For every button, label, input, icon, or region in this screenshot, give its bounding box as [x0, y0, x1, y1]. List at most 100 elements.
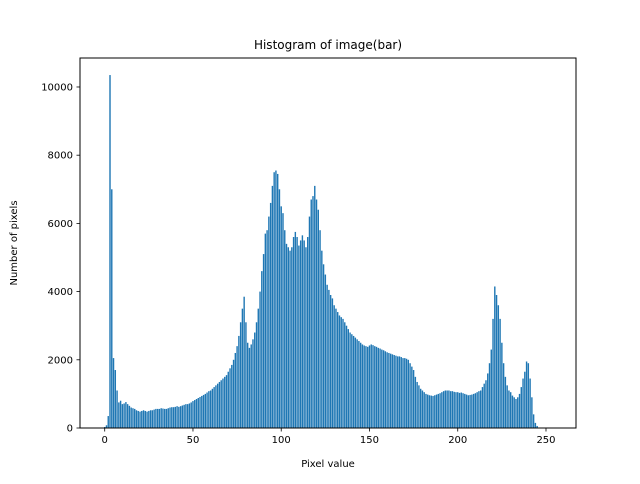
histogram-bar	[479, 390, 482, 428]
histogram-bar	[118, 402, 120, 428]
histogram-bar	[262, 254, 265, 428]
histogram-bar	[409, 363, 411, 428]
histogram-bar	[208, 391, 210, 428]
histogram-bar	[391, 354, 394, 428]
histogram-bar	[188, 403, 191, 428]
histogram-bar	[116, 390, 118, 428]
histogram-bar	[121, 404, 124, 428]
histogram-bar	[284, 230, 286, 428]
histogram-bar	[312, 196, 314, 428]
histogram-bar	[289, 250, 291, 428]
histogram-bar	[367, 346, 369, 428]
histogram-bar	[460, 392, 462, 428]
histogram-bar	[215, 385, 217, 428]
histogram-bar	[416, 381, 418, 428]
histogram-bar	[331, 298, 334, 428]
histogram-bar	[252, 339, 254, 428]
histogram-bar	[287, 247, 289, 428]
histogram-bar	[125, 402, 127, 428]
x-tick-label: 100	[272, 435, 291, 446]
histogram-bar	[142, 410, 145, 428]
histogram-bar	[474, 393, 477, 428]
histogram-bar	[476, 392, 478, 428]
histogram-bar	[298, 245, 300, 428]
histogram-bar	[504, 376, 507, 428]
histogram-bar	[518, 393, 521, 428]
histogram-bar	[451, 391, 454, 428]
histogram-bar	[271, 185, 274, 428]
x-axis-label: Pixel value	[301, 459, 355, 470]
histogram-bar	[499, 318, 501, 428]
histogram-bar	[529, 378, 531, 428]
histogram-bar	[349, 332, 351, 428]
histogram-bar	[209, 390, 212, 428]
x-tick-label: 250	[536, 435, 555, 446]
histogram-bar	[487, 373, 489, 428]
y-tick-label: 10000	[41, 82, 73, 93]
histogram-bar	[458, 392, 461, 428]
histogram-bar	[492, 318, 494, 428]
histogram-bar	[359, 342, 362, 428]
histogram-bar	[481, 387, 484, 428]
histogram-bar	[153, 409, 155, 428]
histogram-bar	[294, 231, 297, 428]
histogram-bar	[421, 390, 424, 428]
histogram-bar	[167, 408, 169, 428]
histogram-bar	[185, 404, 187, 428]
histogram-bar	[211, 388, 214, 428]
histogram-bar	[104, 426, 106, 428]
histogram-bar	[236, 346, 238, 428]
y-axis-label: Number of pixels	[9, 200, 20, 285]
histogram-bar	[204, 393, 207, 428]
histogram-bar	[178, 406, 180, 428]
histogram-bar	[370, 344, 372, 428]
histogram-bar	[149, 410, 152, 428]
histogram-bar	[502, 363, 505, 428]
histogram-bar	[365, 346, 367, 428]
histogram-bar	[329, 295, 332, 428]
histogram-bar	[441, 392, 443, 428]
histogram-bar	[224, 376, 226, 428]
histogram-bar	[160, 408, 162, 428]
histogram-bar	[105, 425, 108, 428]
histogram-bar	[314, 185, 316, 428]
histogram-bar	[264, 233, 267, 428]
histogram-bar	[488, 363, 491, 428]
histogram-bar	[395, 355, 397, 428]
histogram-bar	[151, 410, 154, 428]
histogram-bar	[181, 405, 184, 428]
histogram-bar	[225, 375, 228, 428]
histogram-bar	[328, 289, 330, 428]
histogram-bar	[322, 264, 325, 428]
histogram-bar	[448, 390, 450, 428]
histogram-bar	[137, 410, 139, 428]
histogram-bar	[222, 378, 224, 428]
histogram-bar	[227, 371, 229, 428]
histogram-bar	[220, 380, 222, 428]
histogram-bar	[192, 401, 194, 428]
histogram-bar	[310, 199, 312, 428]
histogram-bar	[400, 357, 402, 428]
histogram-bar	[197, 397, 199, 428]
histogram-bar	[201, 395, 203, 428]
histogram-bar	[372, 345, 374, 428]
histogram-bar	[536, 425, 538, 428]
histogram-bar	[276, 173, 279, 428]
histogram-bar	[388, 352, 390, 428]
histogram-bar	[130, 407, 132, 428]
histogram-bar	[315, 199, 318, 428]
histogram-bar	[109, 75, 111, 429]
histogram-bar	[321, 250, 323, 428]
histogram-bar	[132, 408, 134, 428]
histogram-bar	[239, 322, 242, 428]
histogram-bar	[123, 403, 125, 428]
histogram-bar	[513, 397, 515, 428]
histogram-bar	[280, 206, 282, 428]
histogram-bar	[405, 358, 408, 428]
histogram-bar	[398, 356, 401, 428]
histogram-bar	[231, 364, 233, 428]
histogram-bar	[411, 366, 413, 428]
histogram-bar	[183, 404, 185, 428]
histogram-bar	[128, 405, 131, 428]
